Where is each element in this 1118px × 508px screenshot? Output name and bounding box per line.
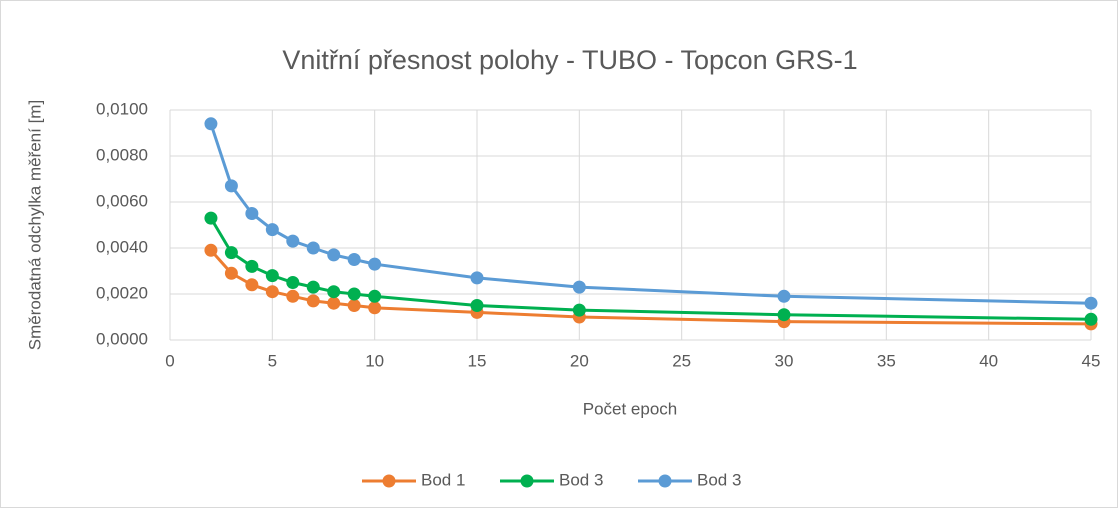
x-tick-label: 20 — [570, 351, 589, 370]
data-point — [347, 287, 361, 301]
data-point — [368, 301, 382, 315]
data-point — [306, 241, 320, 255]
data-point — [286, 234, 300, 248]
data-point — [1084, 312, 1098, 326]
data-point — [286, 276, 300, 289]
x-tick-label: 45 — [1082, 351, 1101, 370]
data-point — [306, 294, 320, 308]
x-tick-label: 15 — [468, 351, 487, 370]
data-point — [1084, 296, 1098, 310]
data-point — [265, 269, 279, 283]
data-point — [204, 117, 218, 131]
data-point — [204, 243, 218, 257]
y-axis-label: Směrodatná odchylka měření [m] — [25, 100, 44, 350]
legend-marker — [520, 474, 534, 488]
y-tick-label: 0,0060 — [96, 191, 148, 210]
y-tick-label: 0,0000 — [96, 329, 148, 348]
y-tick-label: 0,0020 — [96, 283, 148, 302]
legend-marker — [382, 474, 396, 488]
legend-label: Bod 3 — [697, 470, 741, 489]
data-point — [204, 211, 218, 225]
data-point — [306, 280, 320, 294]
legend-marker — [658, 474, 672, 488]
data-point — [572, 303, 586, 317]
data-point — [470, 299, 484, 312]
data-point — [368, 257, 382, 271]
data-point — [327, 285, 341, 299]
data-point — [224, 179, 238, 193]
chart-title: Vnitřní přesnost polohy - TUBO - Topcon … — [282, 45, 857, 75]
y-tick-label: 0,0080 — [96, 145, 148, 164]
data-point — [245, 278, 259, 292]
data-point — [572, 280, 586, 294]
x-tick-label: 0 — [165, 351, 174, 370]
data-point — [777, 289, 791, 303]
legend-label: Bod 3 — [559, 470, 603, 489]
legend-label: Bod 1 — [421, 470, 465, 489]
data-point — [286, 289, 300, 303]
data-point — [368, 289, 382, 303]
x-tick-label: 5 — [268, 351, 277, 370]
data-point — [265, 223, 279, 237]
data-point — [224, 266, 238, 280]
data-point — [245, 207, 259, 220]
x-tick-label: 35 — [877, 351, 896, 370]
data-point — [347, 299, 361, 312]
x-tick-label: 30 — [775, 351, 794, 370]
data-point — [245, 259, 259, 273]
data-point — [347, 253, 361, 266]
data-point — [265, 285, 279, 299]
data-point — [327, 248, 341, 262]
y-tick-label: 0,0100 — [96, 99, 148, 118]
data-point — [327, 296, 341, 310]
y-tick-label: 0,0040 — [96, 237, 148, 256]
data-point — [470, 271, 484, 285]
x-tick-label: 10 — [365, 351, 384, 370]
x-tick-label: 25 — [672, 351, 691, 370]
x-tick-label: 40 — [979, 351, 998, 370]
x-axis-label: Počet epoch — [583, 399, 678, 418]
data-point — [777, 308, 791, 322]
data-point — [224, 246, 238, 260]
